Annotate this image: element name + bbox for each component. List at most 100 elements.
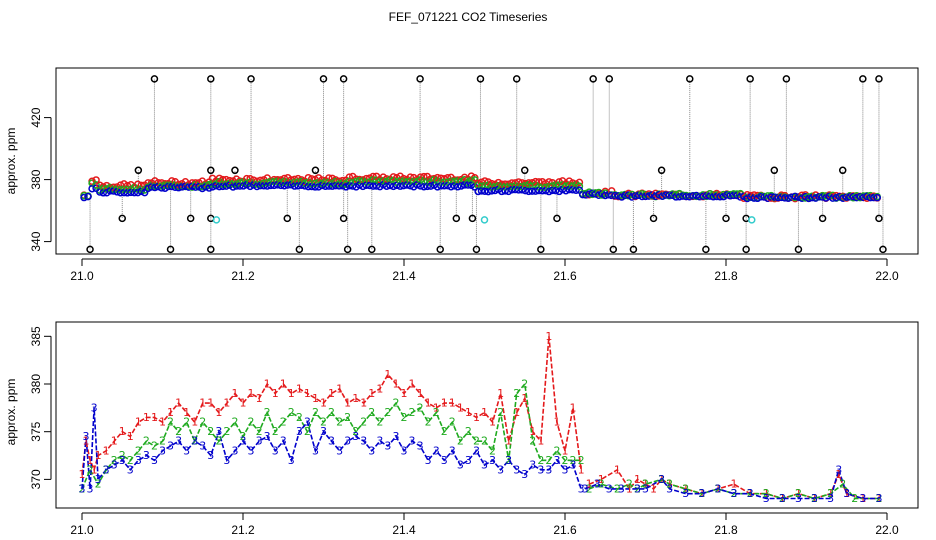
bottom-series-marker-3: 3 <box>594 478 601 491</box>
bottom-series-marker-1: 1 <box>119 425 126 438</box>
bottom-series-marker-3: 3 <box>843 487 850 500</box>
top-series3-point <box>784 194 793 202</box>
bottom-y-tick-label: 375 <box>29 421 43 441</box>
bottom-series-marker-2: 2 <box>336 416 343 429</box>
bottom-series-marker-2: 2 <box>473 435 480 448</box>
bottom-series-marker-2: 2 <box>666 478 673 491</box>
bottom-series-marker-1: 1 <box>465 406 472 419</box>
bottom-series-marker-3: 3 <box>207 449 214 462</box>
bottom-series-marker-1: 1 <box>698 487 705 500</box>
top-flag-point <box>283 214 292 223</box>
top-flag-point <box>343 245 352 254</box>
top-series1-point <box>134 180 142 189</box>
top-series3-point <box>645 192 653 200</box>
bottom-series-marker-1: 1 <box>143 411 150 424</box>
bottom-series-marker-2: 2 <box>320 416 327 429</box>
top-series3-point <box>628 193 636 201</box>
bottom-series-marker-2: 2 <box>231 416 238 429</box>
top-series1-point <box>325 174 333 182</box>
top-flag-point <box>150 75 159 83</box>
bottom-series-marker-3: 3 <box>352 430 359 443</box>
bottom-series-marker-1: 1 <box>360 397 367 410</box>
top-flag-point <box>134 166 143 175</box>
bottom-series-marker-2: 2 <box>240 430 247 443</box>
bottom-series-marker-2: 2 <box>183 416 190 429</box>
top-series1-point <box>215 174 224 183</box>
bottom-series-marker-2: 2 <box>135 444 142 457</box>
bottom-series-marker-3: 3 <box>582 482 589 495</box>
bottom-series-marker-1: 1 <box>127 430 134 443</box>
top-series3-point <box>846 193 854 201</box>
top-flag-point <box>472 245 481 254</box>
figure-title: FEF_071221 CO2 Timeseries <box>389 10 548 24</box>
bottom-x-tick-label: 21.2 <box>231 523 255 537</box>
bottom-series-marker-1: 1 <box>457 401 464 414</box>
bottom-series-marker-1: 1 <box>320 397 327 410</box>
top-series2-point <box>450 177 459 185</box>
bottom-series-marker-1: 1 <box>763 487 770 500</box>
bottom-series-marker-3: 3 <box>103 463 110 476</box>
bottom-series-marker-2: 2 <box>328 406 335 419</box>
top-series3-point <box>787 193 796 201</box>
bottom-series-marker-1: 1 <box>529 425 536 438</box>
top-series3-point <box>447 182 455 191</box>
top-series3-point <box>770 193 779 201</box>
top-series3-point <box>692 191 701 200</box>
bottom-series-marker-3: 3 <box>175 435 182 448</box>
bottom-series-marker-3: 3 <box>264 430 271 443</box>
bottom-series-lines <box>81 336 879 500</box>
top-series3-point <box>679 192 687 200</box>
bottom-series-marker-1: 1 <box>328 387 335 400</box>
bottom-series-marker-1: 1 <box>811 492 818 505</box>
bottom-series-marker-2: 2 <box>256 425 263 438</box>
top-series3-point <box>723 191 731 199</box>
bottom-series-marker-3: 3 <box>304 416 311 429</box>
top-flag-point <box>368 245 376 254</box>
bottom-x-tick-label: 21.6 <box>553 523 577 537</box>
bottom-series-marker-1: 1 <box>151 411 158 424</box>
bottom-series-marker-2: 2 <box>143 435 150 448</box>
top-y-tick-label: 380 <box>29 169 43 189</box>
bottom-series-line-3b <box>584 467 879 500</box>
bottom-series-marker-1: 1 <box>352 392 359 405</box>
top-series3-point <box>736 193 745 201</box>
bottom-series-marker-1: 1 <box>312 392 319 405</box>
top-series1-point <box>753 191 762 200</box>
bottom-series-marker-2: 2 <box>159 435 166 448</box>
top-series3-point <box>168 182 176 191</box>
bottom-series-marker-3: 3 <box>441 454 448 467</box>
bottom-series-marker-1: 1 <box>562 444 569 457</box>
top-flag-point <box>838 166 847 175</box>
top-x-tick-label: 21.0 <box>70 269 94 283</box>
bottom-series-marker-3: 3 <box>392 430 399 443</box>
top-series1-point <box>92 176 100 184</box>
top-series3-point <box>284 181 292 189</box>
bottom-series-marker-2: 2 <box>578 454 585 467</box>
bottom-series-marker-1: 1 <box>481 406 488 419</box>
top-flag-point <box>416 75 424 83</box>
bottom-series-marker-3: 3 <box>87 482 94 495</box>
bottom-series-marker-2: 2 <box>425 416 432 429</box>
bottom-series-marker-2: 2 <box>449 416 456 429</box>
top-flag-point <box>118 214 126 223</box>
bottom-series-marker-2: 2 <box>199 416 206 429</box>
bottom-series-marker-1: 1 <box>191 416 198 429</box>
bottom-series-marker-1: 1 <box>167 406 174 419</box>
bottom-series-marker-3: 3 <box>875 492 882 505</box>
top-series3-point <box>450 182 459 190</box>
bottom-series-marker-3: 3 <box>827 492 834 505</box>
top-flag-point <box>649 214 658 223</box>
top-series1-point <box>304 173 313 182</box>
top-series3-point <box>842 193 851 201</box>
bottom-series-marker-2: 2 <box>634 482 641 495</box>
bottom-series-marker-3: 3 <box>368 444 375 457</box>
top-y-axis: 340 380 420 <box>29 107 52 252</box>
bottom-series-marker-2: 2 <box>763 487 770 500</box>
top-flag-point <box>521 166 529 175</box>
top-series3-point <box>80 193 88 202</box>
bottom-series-marker-3: 3 <box>481 459 488 472</box>
bottom-y-tick-label: 370 <box>29 469 43 489</box>
top-flag-point <box>207 245 215 254</box>
top-flag-point <box>770 166 779 175</box>
top-flag-point <box>452 214 461 223</box>
